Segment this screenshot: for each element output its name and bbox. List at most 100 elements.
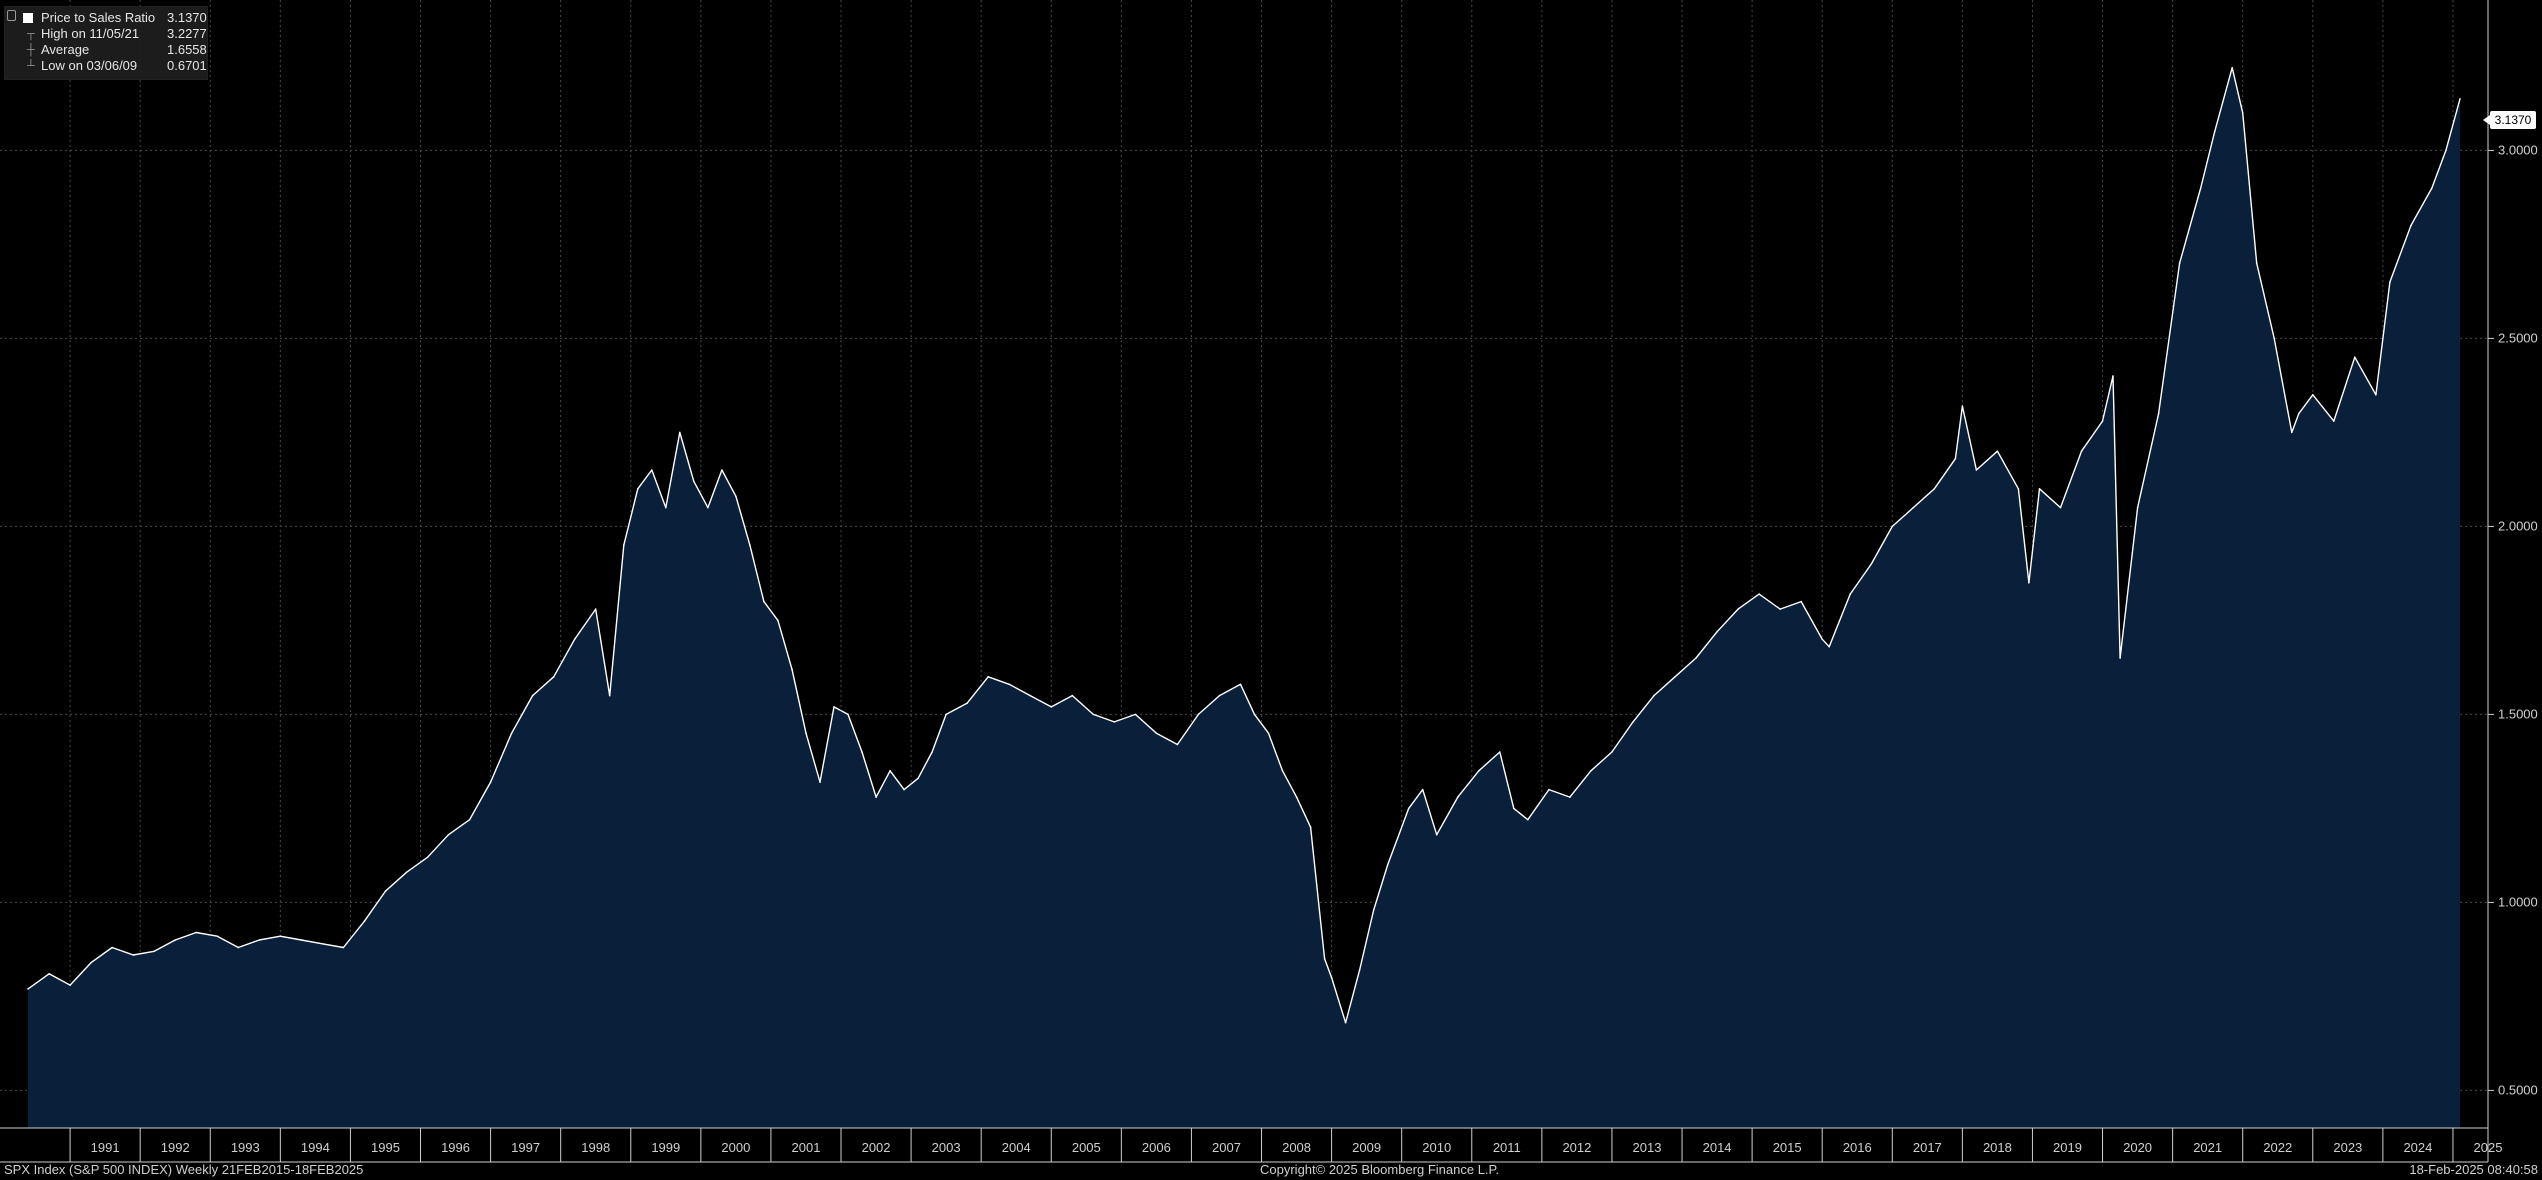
series-point [735, 495, 737, 498]
series-point [1800, 600, 1802, 603]
x-tick-label: 2022 [2263, 1140, 2292, 1155]
x-tick-label: 2013 [1633, 1140, 1662, 1155]
series-point [889, 770, 891, 772]
series-point [665, 506, 667, 509]
series-point [917, 777, 919, 780]
series-point [1632, 721, 1634, 723]
series-point [153, 950, 155, 953]
legend-series-label: Price to Sales Ratio [41, 10, 156, 25]
series-point [1176, 743, 1179, 746]
series-point [2375, 394, 2377, 396]
series-point [2213, 130, 2216, 133]
series-point [2157, 412, 2160, 415]
x-tick-label: 2005 [1072, 1140, 1101, 1155]
footer-timestamp: 18-Feb-2025 08:40:58 [2409, 1162, 2538, 1177]
series-point [608, 694, 611, 697]
series-point [1092, 713, 1095, 716]
chart-legend[interactable]: Price to Sales Ratio 3.1370 ┬ High on 11… [4, 6, 208, 80]
series-point [2291, 431, 2293, 434]
series-point [2255, 262, 2258, 265]
series-point [2354, 356, 2356, 359]
series-point [447, 833, 450, 836]
x-axis-tick-labels: 1991 1992 1993 1994 1995 1996 1997 1998 1999 2000… [91, 1140, 2503, 1155]
x-tick-label: 2009 [1352, 1140, 1381, 1155]
series-point [1870, 563, 1873, 565]
series-point [1653, 694, 1655, 697]
series-point [1008, 683, 1010, 686]
series-point [321, 943, 324, 945]
y-tick-label: 3.0000 [2498, 142, 2538, 157]
series-point [2199, 187, 2202, 189]
series-point [1954, 457, 1957, 460]
series-point [132, 954, 134, 956]
series-point [1372, 909, 1375, 911]
y-tick-label: 0.5000 [2498, 1082, 2538, 1097]
series-point [2298, 412, 2300, 415]
series-point [945, 713, 947, 716]
legend-row-high: ┬ High on 11/05/21 3.2277 [17, 26, 207, 42]
series-point [1309, 826, 1312, 828]
series-point [48, 973, 50, 975]
legend-average-value: 1.6558 [167, 42, 207, 57]
series-point [300, 939, 303, 941]
series-point [763, 600, 765, 603]
x-tick-label: 1998 [581, 1140, 610, 1155]
series-point [966, 702, 968, 704]
series-point [819, 781, 821, 783]
series-point [1295, 796, 1298, 798]
series-point [1828, 645, 1830, 648]
series-point [1197, 713, 1200, 716]
x-tick-label: 2011 [1493, 1140, 1521, 1155]
series-point [1323, 958, 1326, 960]
x-tick-label: 2019 [2053, 1140, 2082, 1155]
series-point [384, 890, 387, 892]
series-area-fill [28, 67, 2460, 1129]
series-point [426, 856, 429, 859]
series-point [987, 676, 989, 678]
series-point [1050, 706, 1053, 708]
series-point [2101, 420, 2104, 422]
legend-series-value: 3.1370 [167, 10, 207, 25]
last-value-badge: 3.1370 [2483, 111, 2536, 129]
series-point [1155, 732, 1158, 734]
series-point [1344, 1021, 1347, 1024]
series-point [111, 946, 113, 949]
series-point [2017, 488, 2020, 490]
x-tick-label: 1997 [511, 1140, 540, 1155]
x-tick-label: 2012 [1562, 1140, 1591, 1155]
legend-collapse-icon[interactable] [7, 10, 16, 21]
x-tick-label: 2018 [1983, 1140, 2012, 1155]
legend-average-label: Average [41, 42, 90, 57]
series-point [2312, 394, 2314, 396]
series-point [2119, 657, 2121, 659]
series-point [791, 668, 793, 671]
series-point [1386, 864, 1389, 866]
x-tick-label: 2000 [721, 1140, 750, 1155]
series-point [2445, 149, 2447, 152]
series-point [1590, 770, 1592, 772]
high-marker-icon: ┬ [27, 28, 35, 40]
series-point [342, 946, 345, 949]
series-line [27, 67, 2461, 1024]
series-point [1267, 732, 1270, 734]
series-point [1569, 796, 1571, 798]
x-tick-label: 2004 [1002, 1140, 1031, 1155]
x-tick-label: 2007 [1212, 1140, 1241, 1155]
x-tick-label: 2023 [2333, 1140, 2362, 1155]
series-point [531, 694, 534, 697]
series-point [721, 469, 723, 471]
series-point [1716, 630, 1718, 633]
series-point [489, 781, 492, 783]
series-swatch-icon [23, 13, 33, 23]
average-marker-icon: ┼ [27, 44, 35, 56]
x-tick-label: 2015 [1773, 1140, 1802, 1155]
series-point [875, 796, 877, 798]
legend-row-low: ┴ Low on 03/06/09 0.6701 [17, 58, 207, 74]
series-point [1674, 676, 1676, 678]
chart-axes [0, 0, 2494, 1163]
series-point [931, 751, 933, 753]
series-point [2333, 420, 2335, 422]
series-point [279, 935, 282, 937]
x-tick-label: 2020 [2123, 1140, 2152, 1155]
footer-copyright: Copyright© 2025 Bloomberg Finance L.P. [1260, 1162, 1500, 1177]
